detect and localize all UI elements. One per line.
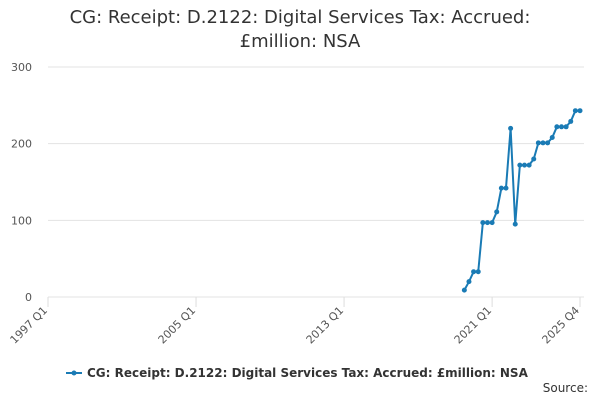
series-line	[463, 109, 580, 291]
y-tick-label: 300	[11, 61, 32, 74]
legend-label: CG: Receipt: D.2122: Digital Services Ta…	[87, 366, 529, 380]
data-point	[526, 162, 532, 168]
x-tick-label: 2021 Q1	[452, 304, 495, 347]
y-tick-label: 100	[11, 214, 32, 227]
data-point	[503, 185, 509, 191]
data-point	[494, 209, 500, 215]
data-point	[535, 140, 541, 146]
x-tick-label: 2005 Q1	[156, 304, 199, 347]
data-point	[461, 287, 467, 293]
data-point	[563, 124, 569, 130]
data-point	[475, 269, 481, 275]
data-point	[508, 125, 514, 131]
data-point	[484, 220, 490, 226]
legend-dot	[71, 370, 77, 376]
y-tick-label: 200	[11, 138, 32, 151]
y-tick-label: 0	[25, 291, 32, 304]
data-point	[554, 124, 560, 130]
source: Source:	[543, 381, 588, 395]
data-point	[489, 220, 495, 226]
data-point	[545, 140, 551, 146]
chart-title: CG: Receipt: D.2122: Digital Services Ta…	[69, 7, 531, 52]
data-point	[568, 118, 574, 124]
x-tick-label: 2025 Q4	[540, 304, 583, 347]
x-tick-label: 2013 Q1	[304, 304, 347, 347]
data-point	[521, 162, 527, 168]
data-point	[512, 221, 518, 227]
data-point	[517, 162, 523, 168]
data-point	[577, 108, 583, 114]
x-tick-label: 1997 Q1	[8, 304, 51, 347]
data-point	[558, 124, 564, 130]
data-point	[480, 220, 486, 226]
data-point	[498, 185, 504, 191]
data-point	[549, 135, 555, 141]
data-point	[471, 269, 477, 275]
data-point	[466, 279, 472, 285]
data-point	[531, 156, 537, 162]
data-point	[540, 140, 546, 146]
data-point	[572, 108, 578, 114]
